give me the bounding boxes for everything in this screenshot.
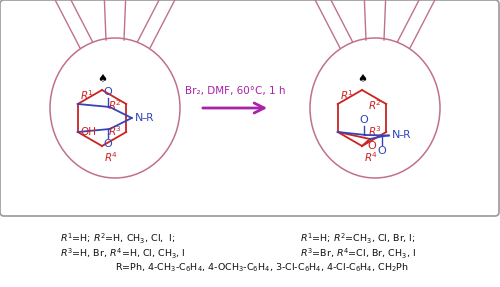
Text: N: N (135, 113, 143, 123)
Text: $R^1$=H; $R^2$=CH$_3$, Cl, Br, I;: $R^1$=H; $R^2$=CH$_3$, Cl, Br, I; (300, 232, 416, 246)
Text: ♠: ♠ (97, 74, 107, 84)
Text: $R^4$: $R^4$ (104, 150, 118, 164)
Ellipse shape (310, 38, 440, 178)
Text: O: O (368, 141, 376, 151)
Text: OH: OH (81, 127, 97, 137)
Text: O: O (104, 87, 112, 97)
Text: $R^3$: $R^3$ (368, 124, 382, 138)
Text: $R^1$=H; $R^2$=H, CH$_3$, Cl,  I;: $R^1$=H; $R^2$=H, CH$_3$, Cl, I; (60, 232, 176, 246)
Text: ♠: ♠ (357, 74, 367, 84)
Text: $R^3$: $R^3$ (108, 124, 122, 138)
Text: –R: –R (142, 113, 154, 123)
Text: $R^1$: $R^1$ (80, 88, 94, 102)
Text: $R^3$=Br, $R^4$=Cl, Br, CH$_3$, I: $R^3$=Br, $R^4$=Cl, Br, CH$_3$, I (300, 247, 416, 261)
Text: R=Ph, 4-CH$_3$-C$_6$H$_4$, 4-OCH$_3$-C$_6$H$_4$, 3-Cl-C$_6$H$_4$, 4-Cl-C$_6$H$_4: R=Ph, 4-CH$_3$-C$_6$H$_4$, 4-OCH$_3$-C$_… (115, 262, 409, 274)
Text: $R^1$: $R^1$ (340, 88, 353, 102)
Text: $R^2$: $R^2$ (368, 98, 382, 112)
Text: $R^4$: $R^4$ (364, 150, 378, 164)
Text: Br₂, DMF, 60°C, 1 h: Br₂, DMF, 60°C, 1 h (185, 86, 285, 96)
Text: –R: –R (399, 131, 411, 141)
Ellipse shape (50, 38, 180, 178)
Text: O: O (378, 146, 386, 156)
Text: $R^3$=H, Br, $R^4$=H, Cl, CH$_3$, I: $R^3$=H, Br, $R^4$=H, Cl, CH$_3$, I (60, 247, 186, 261)
FancyBboxPatch shape (0, 0, 499, 216)
Text: N: N (392, 131, 400, 141)
Text: $R^2$: $R^2$ (108, 98, 122, 112)
Text: O: O (104, 139, 112, 149)
Text: O: O (360, 115, 368, 125)
